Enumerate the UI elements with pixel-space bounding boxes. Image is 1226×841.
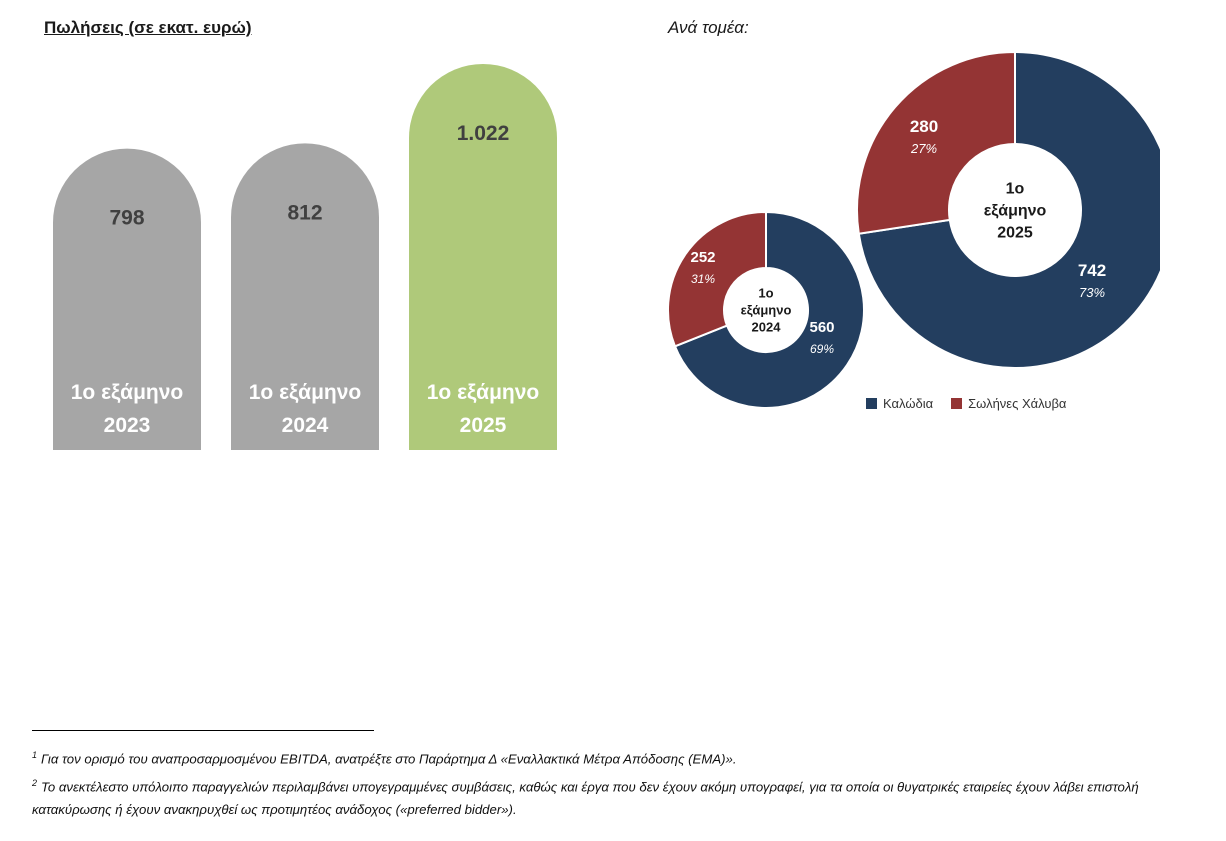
footnote-2: 2 Το ανεκτέλεστο υπόλοιπο παραγγελιών περ… <box>32 772 1217 821</box>
donut-2024-value-label-2: 252 <box>690 249 715 266</box>
donut-2024-pct-label-2: 31% <box>691 272 715 286</box>
donut-2025-slice-1 <box>857 50 1160 369</box>
bar-category-label-1-line-2: 2023 <box>104 414 151 437</box>
donut-2024-value-label-1: 560 <box>809 319 834 336</box>
bar-category-label-2-line-2: 2024 <box>282 414 329 437</box>
donut-2025-center-label-line-3: 2025 <box>997 225 1033 242</box>
bar-value-label-1: 798 <box>109 207 144 230</box>
donut-2024-slice-2 <box>667 210 767 348</box>
sector-donut-charts: 560 69% 252 31% 1ο εξάμηνο 2024 742 73% 280 27% 1ο ε… <box>667 50 1160 409</box>
footnote-1-mark: 1 <box>32 750 38 760</box>
footnote-2-text: Το ανεκτέλεστο υπόλοιπο παραγγελιών περι… <box>32 779 1139 818</box>
bar-value-label-3: 1.022 <box>457 122 510 145</box>
legend-item-steel-pipes: Σωλήνες Χάλυβα <box>951 396 1066 411</box>
donut-2025-center-label-line-1: 1ο <box>1006 181 1025 198</box>
donut-2025-center-label-line-2: εξάμηνο <box>984 203 1047 220</box>
footnote-2-mark: 2 <box>32 778 38 788</box>
bar-chart-title: Πωλήσεις (σε εκατ. ευρώ) <box>44 18 252 37</box>
legend-swatch-cables <box>866 398 877 409</box>
donut-2024-slice-1 <box>673 210 865 409</box>
legend-label-cables: Καλώδια <box>883 396 934 411</box>
legend-label-steel-pipes: Σωλήνες Χάλυβα <box>968 396 1067 411</box>
bar-2 <box>231 143 379 450</box>
bar-category-label-1-line-1: 1ο εξάμηνο <box>71 381 184 404</box>
donut-2025-pct-label-2: 27% <box>910 141 937 156</box>
donut-2024-center-label-line-3: 2024 <box>752 320 782 335</box>
bar-category-label-3-line-1: 1ο εξάμηνο <box>427 381 540 404</box>
legend-swatch-steel-pipes <box>951 398 963 409</box>
donut-2024-pct-label-1: 69% <box>810 342 834 356</box>
bar-category-label-3-line-2: 2025 <box>460 414 507 437</box>
sales-bar-chart: 798 1ο εξάμηνο 2023 812 1ο εξάμηνο 2024 1.022 1… <box>53 64 557 451</box>
donut-2025-slice-2 <box>856 50 1016 235</box>
donut-2025-pct-label-1: 73% <box>1079 285 1105 300</box>
donut-2024-center-label-line-1: 1ο <box>758 286 773 301</box>
footnote-divider <box>32 730 374 731</box>
footnote-1: 1 Για τον ορισμό του αναπροσαρμοσμένου EB… <box>32 744 1217 770</box>
bar-value-label-2: 812 <box>287 201 322 224</box>
donut-2024-center-label-line-2: εξάμηνο <box>741 303 792 318</box>
bar-3 <box>409 64 557 450</box>
bar-category-label-2-line-1: 1ο εξάμηνο <box>249 381 362 404</box>
sector-chart-title: Ανά τομέα: <box>668 18 749 37</box>
donut-legend: Καλώδια Σωλήνες Χάλυβα <box>866 396 1066 411</box>
legend-item-cables: Καλώδια <box>866 396 933 411</box>
bar-1 <box>53 148 201 451</box>
donut-2025-value-label-1: 742 <box>1078 261 1106 280</box>
footnote-1-text: Για τον ορισμό του αναπροσαρμοσμένου EBI… <box>41 751 737 767</box>
donut-2025-value-label-2: 280 <box>910 117 938 136</box>
